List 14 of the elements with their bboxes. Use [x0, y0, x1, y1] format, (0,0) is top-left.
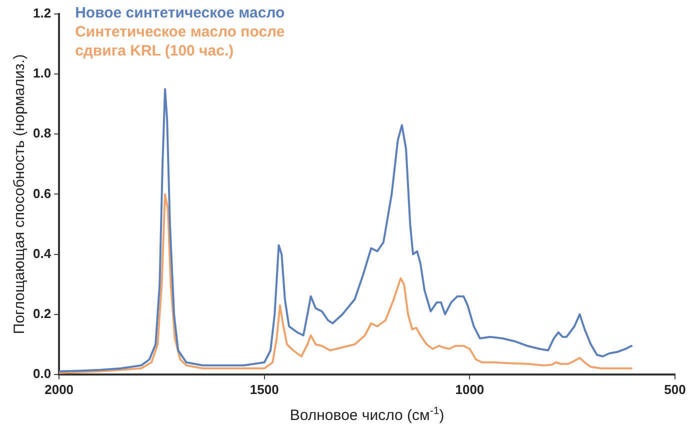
x-tick-label: 1000	[455, 382, 484, 397]
y-tick-label: 0.0	[32, 366, 52, 381]
y-tick-label: 0.4	[32, 246, 52, 261]
y-tick-label: 0.8	[32, 126, 52, 141]
text: Синтетическое масло после сдвига KRL (100 час.)	[75, 24, 285, 60]
x-tick-label: 2000	[44, 382, 74, 397]
y-tick-label: 1.2	[32, 6, 52, 21]
x-tick-label: 500	[664, 382, 686, 397]
y-tick-label: 1.0	[32, 66, 52, 81]
y-axis-title: Поглощающая способность (нормализ.)	[11, 54, 28, 334]
y-tick-label: 0.2	[32, 306, 52, 321]
x-tick-label: 1500	[250, 382, 279, 397]
y-tick-label: 0.6	[32, 186, 52, 201]
text: Новое синтетическое масло	[75, 4, 285, 22]
